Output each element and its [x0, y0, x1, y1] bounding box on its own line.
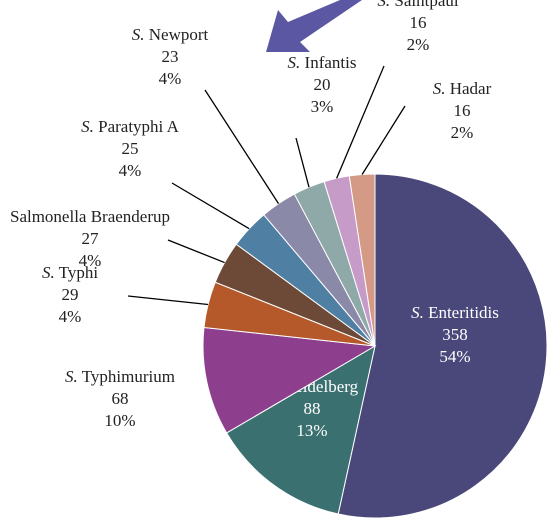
category-label: S. Paratyphi A	[81, 117, 179, 136]
value-label: 23	[162, 47, 179, 66]
pie-slice	[225, 344, 376, 515]
percent-label: 10%	[104, 411, 135, 430]
leader-line	[361, 105, 406, 175]
leader-line	[171, 182, 250, 230]
pie-slice	[348, 173, 376, 347]
percent-label: 3%	[311, 97, 334, 116]
leader-line	[167, 239, 225, 264]
value-label: 25	[122, 139, 139, 158]
leader-line	[295, 137, 310, 188]
category-label: Salmonella Braenderup	[10, 207, 170, 226]
value-label: 29	[62, 285, 79, 304]
category-label: S. Enteritidis	[411, 303, 499, 322]
category-label: S. Typhimurium	[65, 367, 175, 386]
leader-line	[204, 89, 280, 204]
percent-label: 54%	[439, 347, 470, 366]
value-label: 88	[304, 399, 321, 418]
value-label: 16	[454, 101, 471, 120]
category-label: S. Newport	[132, 25, 209, 44]
value-label: 68	[112, 389, 129, 408]
pie-slice	[202, 326, 377, 434]
percent-label: 2%	[451, 123, 474, 142]
category-label: S. Hadar	[433, 79, 492, 98]
category-label: S. Infantis	[288, 53, 357, 72]
pie-slice	[337, 173, 548, 519]
leader-line	[127, 295, 209, 306]
percent-label: 13%	[296, 421, 327, 440]
percent-label: 4%	[159, 69, 182, 88]
value-label: 27	[82, 229, 100, 248]
percent-label: 4%	[59, 307, 82, 326]
value-label: 16	[410, 13, 427, 32]
percent-label: 2%	[407, 35, 430, 54]
percent-label: 4%	[79, 251, 102, 270]
category-label: S. Typhi	[42, 263, 98, 282]
value-label: 20	[314, 75, 331, 94]
category-label: S. Saintpaul	[377, 0, 458, 10]
value-label: 358	[442, 325, 468, 344]
arrow	[266, 0, 362, 52]
leader-line	[336, 65, 385, 179]
percent-label: 4%	[119, 161, 142, 180]
